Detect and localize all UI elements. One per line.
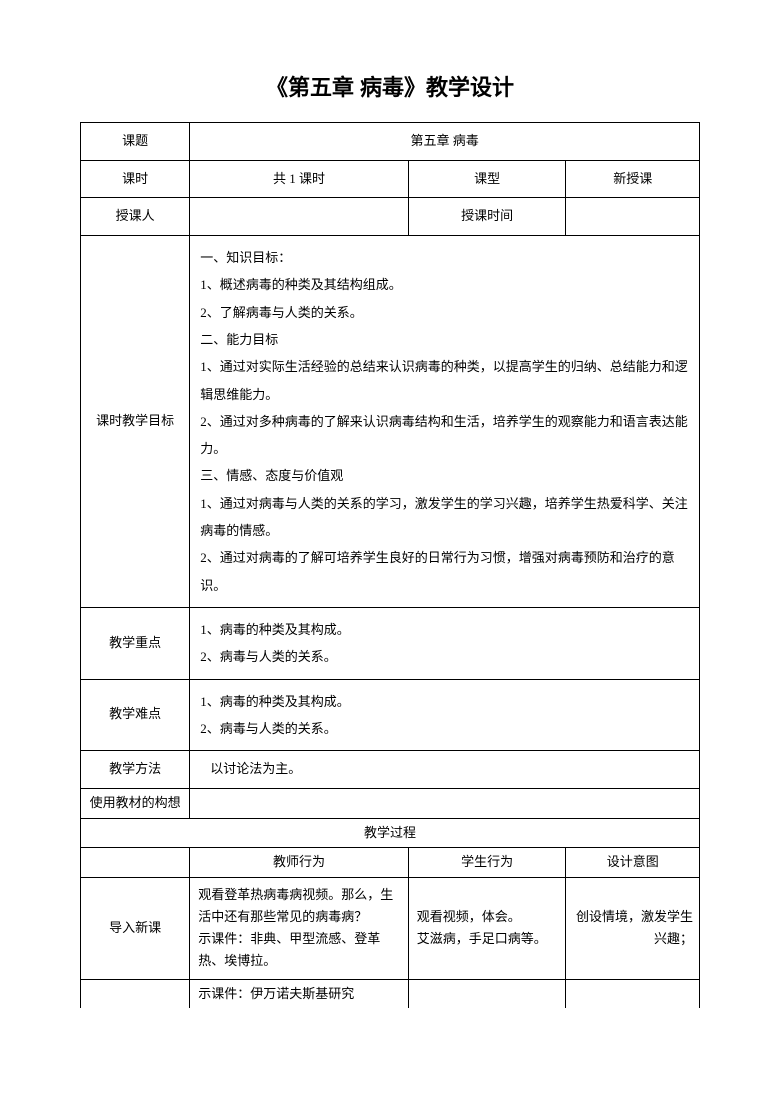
intro-teacher: 观看登革热病毒病视频。那么，生活中还有那些常见的病毒病？示课件：非典、甲型流感、… [190, 878, 408, 979]
topic-label: 课题 [81, 123, 190, 161]
blank-cell [81, 979, 190, 1008]
material-label: 使用教材的构想 [81, 788, 190, 818]
table-row: 教学过程 [81, 818, 700, 848]
objectives-label: 课时教学目标 [81, 236, 190, 608]
table-row: 教师行为 学生行为 设计意图 [81, 848, 700, 878]
intro-student: 观看视频，体会。艾滋病，手足口病等。 [408, 878, 566, 979]
method-value: 以讨论法为主。 [190, 751, 700, 789]
process-header: 教学过程 [81, 818, 700, 848]
objectives-content: 一、知识目标：1、概述病毒的种类及其结构组成。2、了解病毒与人类的关系。二、能力… [190, 236, 700, 608]
intro-intent: 创设情境，激发学生兴趣； [566, 878, 700, 979]
time-label: 授课时间 [408, 198, 566, 236]
blank-cell [566, 979, 700, 1008]
type-value: 新授课 [566, 160, 700, 198]
diff-content: 1、病毒的种类及其构成。2、病毒与人类的关系。 [190, 679, 700, 751]
material-value [190, 788, 700, 818]
topic-value: 第五章 病毒 [190, 123, 700, 161]
table-row: 使用教材的构想 [81, 788, 700, 818]
col-intent: 设计意图 [566, 848, 700, 878]
teacher-label: 授课人 [81, 198, 190, 236]
page-title: 《第五章 病毒》教学设计 [80, 70, 700, 102]
time-value [566, 198, 700, 236]
teacher-value [190, 198, 408, 236]
key-label: 教学重点 [81, 607, 190, 679]
table-row: 课时教学目标 一、知识目标：1、概述病毒的种类及其结构组成。2、了解病毒与人类的… [81, 236, 700, 608]
table-row: 课时 共 1 课时 课型 新授课 [81, 160, 700, 198]
key-content: 1、病毒的种类及其构成。2、病毒与人类的关系。 [190, 607, 700, 679]
table-row: 授课人 授课时间 [81, 198, 700, 236]
table-row: 课题 第五章 病毒 [81, 123, 700, 161]
period-value: 共 1 课时 [190, 160, 408, 198]
table-row: 示课件：伊万诺夫斯基研究 [81, 979, 700, 1008]
table-row: 教学重点 1、病毒的种类及其构成。2、病毒与人类的关系。 [81, 607, 700, 679]
period-label: 课时 [81, 160, 190, 198]
table-row: 导入新课 观看登革热病毒病视频。那么，生活中还有那些常见的病毒病？示课件：非典、… [81, 878, 700, 979]
blank-cell [81, 848, 190, 878]
lesson-plan-table: 课题 第五章 病毒 课时 共 1 课时 课型 新授课 授课人 授课时间 课时教学… [80, 122, 700, 1008]
type-label: 课型 [408, 160, 566, 198]
diff-label: 教学难点 [81, 679, 190, 751]
method-label: 教学方法 [81, 751, 190, 789]
intro-label: 导入新课 [81, 878, 190, 979]
table-row: 教学难点 1、病毒的种类及其构成。2、病毒与人类的关系。 [81, 679, 700, 751]
blank-cell [408, 979, 566, 1008]
col-teacher: 教师行为 [190, 848, 408, 878]
col-student: 学生行为 [408, 848, 566, 878]
table-row: 教学方法 以讨论法为主。 [81, 751, 700, 789]
last-teacher: 示课件：伊万诺夫斯基研究 [190, 979, 408, 1008]
